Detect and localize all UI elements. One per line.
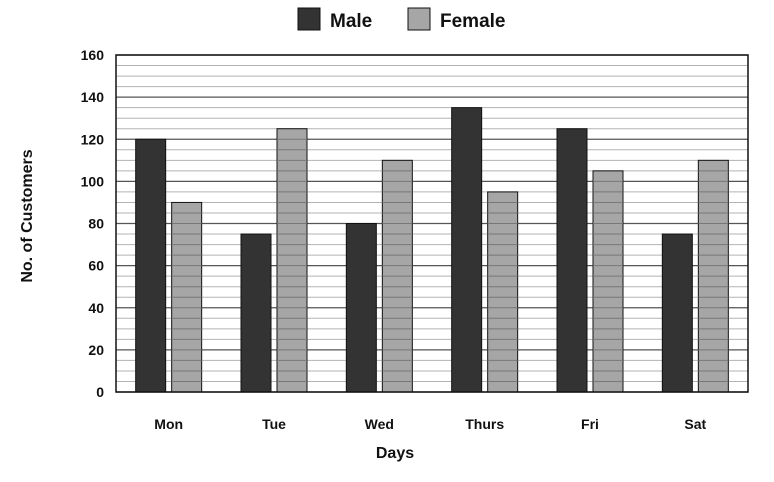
- x-tick-label: Sat: [684, 416, 706, 432]
- bar-male-thurs: [451, 107, 483, 393]
- x-tick-label: Mon: [154, 416, 183, 432]
- y-tick-label: 80: [88, 216, 104, 232]
- legend-label-female: Female: [440, 11, 505, 32]
- y-tick-label: 20: [88, 342, 104, 358]
- y-tick-label: 120: [81, 131, 105, 147]
- x-tick-label: Tue: [262, 416, 286, 432]
- bar-male-fri: [556, 128, 588, 393]
- bar-female-thurs: [487, 191, 519, 393]
- y-tick-label: 60: [88, 258, 104, 274]
- x-tick-label: Wed: [365, 416, 394, 432]
- legend-swatch-female: [407, 7, 431, 31]
- y-tick-label: 100: [81, 173, 105, 189]
- axes: [115, 54, 749, 393]
- bar-male-tue: [240, 233, 272, 393]
- plot-frame: [115, 54, 749, 393]
- bar-female-tue: [276, 128, 308, 393]
- bar-male-mon: [135, 138, 167, 393]
- y-axis-label: No. of Customers: [19, 149, 36, 282]
- x-tick-label: Fri: [581, 416, 599, 432]
- bars: [135, 107, 729, 393]
- bar-male-sat: [661, 233, 693, 393]
- y-tick-label: 160: [81, 47, 105, 63]
- x-tick-label: Thurs: [465, 416, 504, 432]
- bar-female-fri: [592, 170, 624, 393]
- legend-label-male: Male: [330, 11, 372, 32]
- legend-swatch-male: [297, 7, 321, 31]
- y-tick-label: 140: [81, 89, 105, 105]
- bar-male-wed: [345, 223, 377, 393]
- legend: Male Female: [297, 7, 505, 32]
- y-tick-labels: 0 20 40 60 80 100 120 140 160: [81, 47, 105, 400]
- grid-lines: [116, 54, 748, 393]
- y-tick-label: 40: [88, 300, 104, 316]
- x-axis-label: Days: [376, 445, 414, 462]
- x-tick-labels: Mon Tue Wed Thurs Fri Sat: [154, 416, 706, 432]
- y-tick-label: 0: [96, 384, 104, 400]
